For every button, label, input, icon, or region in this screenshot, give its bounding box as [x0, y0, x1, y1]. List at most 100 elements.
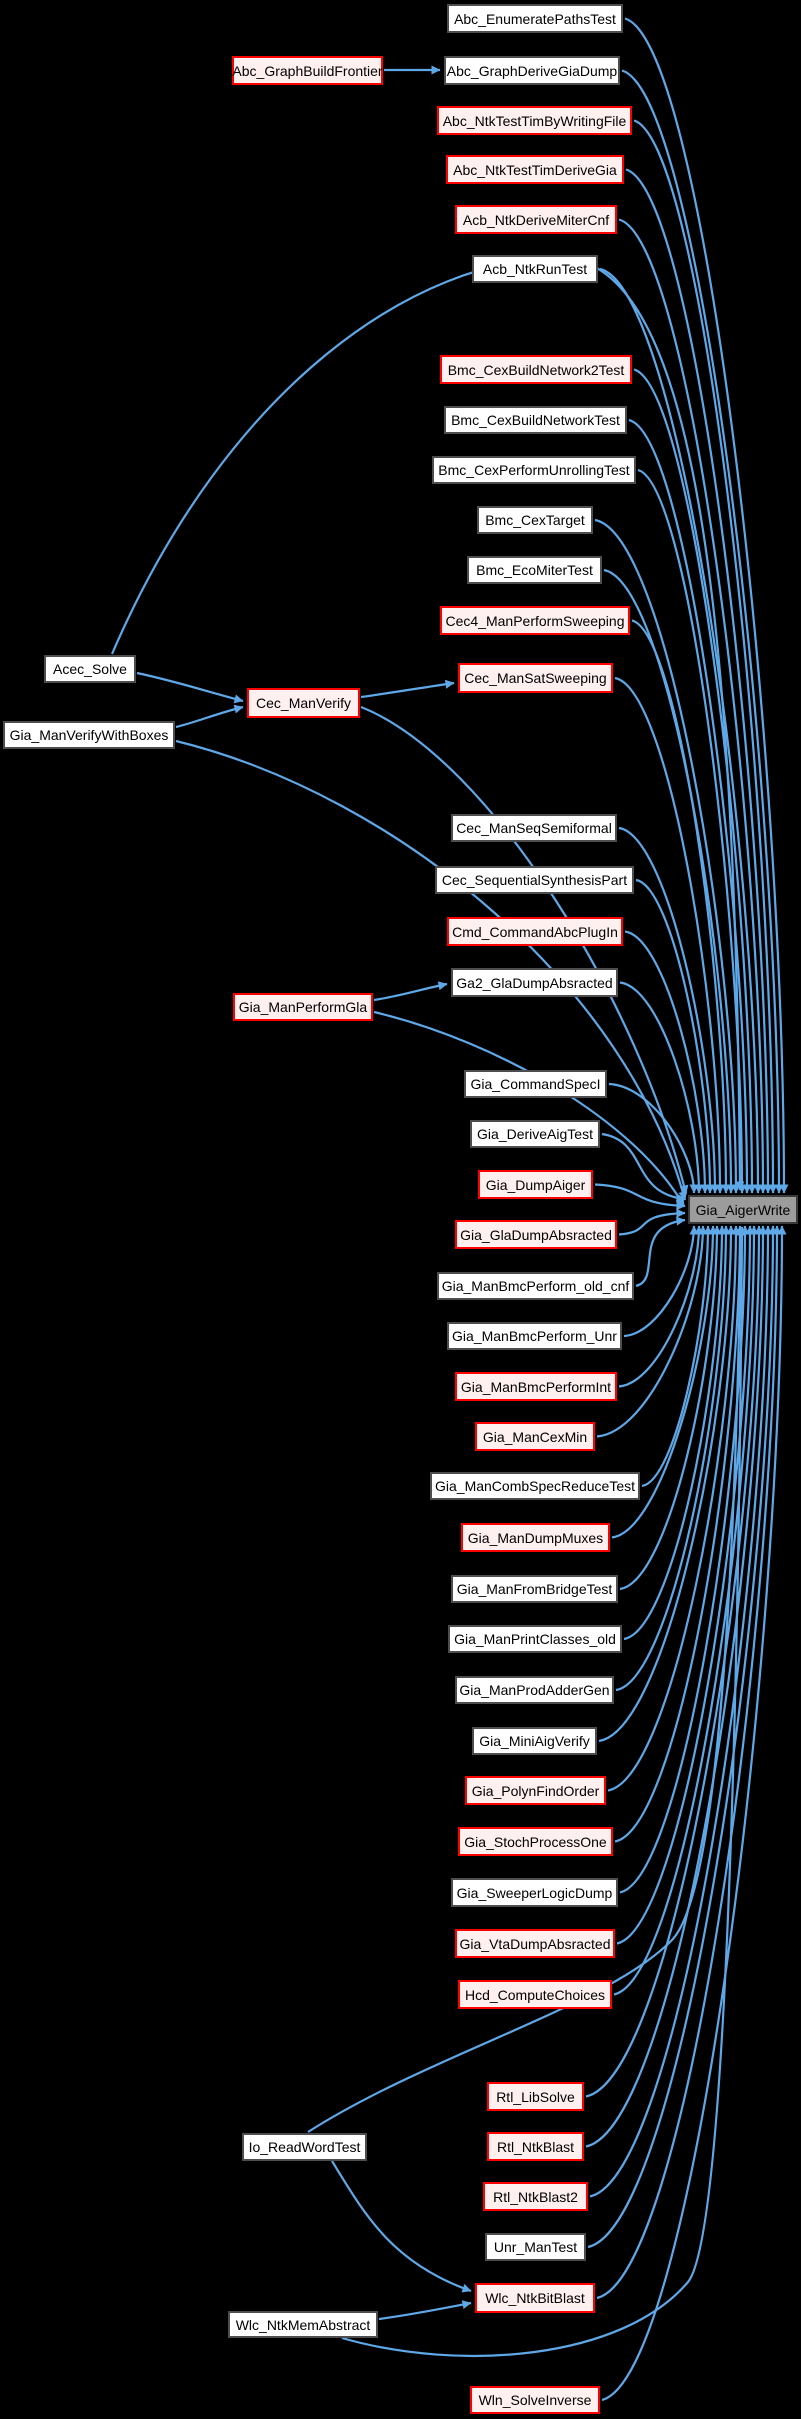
- call-edge-Abc_NtkTestTimByWritingFile-to-Gia_AigerWrite: [633, 119, 778, 1194]
- caller-node-Gia_ManCexMin[interactable]: Gia_ManCexMin: [475, 1422, 595, 1451]
- caller-node-Gia_ManPerformGla[interactable]: Gia_ManPerformGla: [233, 993, 373, 1021]
- call-edge-Io_ReadWordTest-to-Wlc_NtkBitBlast: [331, 2160, 472, 2293]
- caller-node-Gia_GlaDumpAbsracted[interactable]: Gia_GlaDumpAbsracted: [455, 1220, 617, 1249]
- call-edge-Gia_ManBmcPerform_Unr-to-Gia_AigerWrite: [623, 1225, 699, 1338]
- call-edge-Gia_PolynFindOrder-to-Gia_AigerWrite: [607, 1225, 741, 1792]
- caller-node-Gia_DumpAiger[interactable]: Gia_DumpAiger: [478, 1170, 593, 1199]
- caller-node-Acb_NtkDeriveMiterCnf[interactable]: Acb_NtkDeriveMiterCnf: [455, 205, 617, 234]
- caller-node-Wln_SolveInverse[interactable]: Wln_SolveInverse: [470, 2386, 600, 2414]
- caller-node-Cec4_ManPerformSweeping[interactable]: Cec4_ManPerformSweeping: [440, 606, 630, 635]
- caller-node-Bmc_CexBuildNetwork2Test[interactable]: Bmc_CexBuildNetwork2Test: [440, 355, 632, 384]
- caller-node-Acec_Solve[interactable]: Acec_Solve: [44, 655, 136, 683]
- call-edge-Gia_ManVerifyWithBoxes-to-Gia_AigerWrite: [175, 739, 688, 1201]
- call-edge-Cmd_CommandAbcPlugIn-to-Gia_AigerWrite: [624, 930, 710, 1194]
- call-edge-Ga2_GlaDumpAbsracted-to-Gia_AigerWrite: [619, 981, 704, 1194]
- caller-node-Cmd_CommandAbcPlugIn[interactable]: Cmd_CommandAbcPlugIn: [447, 917, 623, 946]
- caller-node-Rtl_LibSolve[interactable]: Rtl_LibSolve: [487, 2082, 584, 2111]
- call-edge-Cec_ManSeqSemiformal-to-Gia_AigerWrite: [618, 826, 720, 1194]
- caller-node-Gia_ManVerifyWithBoxes[interactable]: Gia_ManVerifyWithBoxes: [3, 721, 175, 749]
- call-edge-Acec_Solve-to-Cec_ManVerify: [136, 671, 244, 704]
- caller-node-Wlc_NtkMemAbstract[interactable]: Wlc_NtkMemAbstract: [228, 2311, 378, 2338]
- call-edge-Gia_DeriveAigTest-to-Gia_AigerWrite: [601, 1132, 686, 1203]
- caller-node-Bmc_EcoMiterTest[interactable]: Bmc_EcoMiterTest: [467, 556, 602, 584]
- call-edge-Gia_CommandSpecI-to-Gia_AigerWrite: [608, 1082, 699, 1194]
- call-edge-Gia_ManBmcPerform_old_cnf-to-Gia_AigerWrite: [635, 1216, 686, 1288]
- call-edge-Wlc_NtkMemAbstract-to-Wlc_NtkBitBlast: [378, 2300, 472, 2321]
- caller-node-Gia_ManProdAdderGen[interactable]: Gia_ManProdAdderGen: [455, 1676, 614, 1704]
- caller-node-Abc_NtkTestTimByWritingFile[interactable]: Abc_NtkTestTimByWritingFile: [437, 106, 632, 135]
- caller-node-Bmc_CexBuildNetworkTest[interactable]: Bmc_CexBuildNetworkTest: [444, 406, 627, 434]
- call-edge-Wlc_NtkMemAbstract-to-Gia_AigerWrite: [341, 1226, 747, 2358]
- call-edge-Gia_ManPrintClasses_old-to-Gia_AigerWrite: [623, 1225, 727, 1641]
- caller-node-Abc_GraphDeriveGiaDump[interactable]: Abc_GraphDeriveGiaDump: [444, 56, 620, 85]
- call-edge-Abc_NtkTestTimDeriveGia-to-Gia_AigerWrite: [625, 168, 773, 1194]
- call-edge-Abc_GraphDeriveGiaDump-to-Gia_AigerWrite: [621, 69, 784, 1194]
- call-edge-Gia_ManBmcPerformInt-to-Gia_AigerWrite: [618, 1225, 704, 1388]
- call-edge-Cec_ManVerify-to-Gia_AigerWrite: [360, 705, 689, 1195]
- caller-node-Gia_ManPrintClasses_old[interactable]: Gia_ManPrintClasses_old: [448, 1625, 622, 1653]
- caller-node-Cec_ManSeqSemiformal[interactable]: Cec_ManSeqSemiformal: [451, 814, 617, 842]
- caller-node-Abc_EnumeratePathsTest[interactable]: Abc_EnumeratePathsTest: [447, 4, 623, 33]
- caller-node-Gia_VtaDumpAbsracted[interactable]: Gia_VtaDumpAbsracted: [455, 1929, 615, 1958]
- call-edge-Gia_ManPerformGla-to-Ga2_GlaDumpAbsracted: [373, 981, 448, 1002]
- call-edge-Cec_ManVerify-to-Cec_ManSatSweeping: [360, 679, 455, 699]
- call-edge-Cec_ManSatSweeping-to-Gia_AigerWrite: [614, 676, 725, 1194]
- call-edge-Gia_DumpAiger-to-Gia_AigerWrite: [594, 1183, 686, 1211]
- caller-node-Gia_MiniAigVerify[interactable]: Gia_MiniAigVerify: [472, 1727, 597, 1755]
- target-node-Gia_AigerWrite[interactable]: Gia_AigerWrite: [688, 1195, 798, 1224]
- call-edge-Gia_GlaDumpAbsracted-to-Gia_AigerWrite: [618, 1208, 686, 1236]
- caller-node-Abc_NtkTestTimDeriveGia[interactable]: Abc_NtkTestTimDeriveGia: [446, 155, 624, 184]
- caller-node-Gia_CommandSpecI[interactable]: Gia_CommandSpecI: [464, 1070, 607, 1098]
- caller-node-Cec_ManVerify[interactable]: Cec_ManVerify: [247, 688, 360, 718]
- caller-node-Acb_NtkRunTest[interactable]: Acb_NtkRunTest: [472, 255, 598, 283]
- call-edge-Wlc_NtkBitBlast-to-Gia_AigerWrite: [596, 1225, 782, 2300]
- call-edge-Rtl_NtkBlast-to-Gia_AigerWrite: [585, 1225, 768, 2148]
- call-edge-Io_ReadWordTest-to-Gia_AigerWrite: [307, 1226, 746, 2133]
- call-edge-Bmc_CexBuildNetwork2Test-to-Gia_AigerWrite: [633, 368, 757, 1194]
- caller-node-Gia_ManCombSpecReduceTest[interactable]: Gia_ManCombSpecReduceTest: [430, 1472, 640, 1500]
- call-edge-Gia_StochProcessOne-to-Gia_AigerWrite: [614, 1225, 745, 1843]
- call-edge-Cec4_ManPerformSweeping-to-Gia_AigerWrite: [631, 619, 731, 1194]
- call-edge-Gia_MiniAigVerify-to-Gia_AigerWrite: [598, 1225, 736, 1743]
- call-edge-Rtl_NtkBlast2-to-Gia_AigerWrite: [589, 1225, 773, 2198]
- call-edge-Bmc_CexTarget-to-Gia_AigerWrite: [594, 518, 741, 1194]
- call-edge-Acb_NtkDeriveMiterCnf-to-Gia_AigerWrite: [618, 218, 768, 1194]
- call-edge-Rtl_LibSolve-to-Gia_AigerWrite: [585, 1225, 764, 2098]
- caller-node-Cec_SequentialSynthesisPart[interactable]: Cec_SequentialSynthesisPart: [435, 866, 634, 894]
- call-edge-Gia_ManCexMin-to-Gia_AigerWrite: [596, 1225, 708, 1438]
- call-edge-Gia_VtaDumpAbsracted-to-Gia_AigerWrite: [616, 1225, 755, 1945]
- call-edge-Abc_EnumeratePathsTest-to-Gia_AigerWrite: [624, 17, 789, 1194]
- caller-node-Gia_ManBmcPerform_old_cnf[interactable]: Gia_ManBmcPerform_old_cnf: [437, 1272, 634, 1300]
- caller-node-Gia_SweeperLogicDump[interactable]: Gia_SweeperLogicDump: [451, 1878, 618, 1907]
- caller-node-Gia_DeriveAigTest[interactable]: Gia_DeriveAigTest: [470, 1120, 600, 1148]
- call-edge-Gia_ManFromBridgeTest-to-Gia_AigerWrite: [619, 1225, 722, 1591]
- call-edge-Bmc_CexBuildNetworkTest-to-Gia_AigerWrite: [628, 418, 752, 1194]
- call-edge-Gia_ManVerifyWithBoxes-to-Cec_ManVerify: [175, 704, 244, 729]
- caller-node-Bmc_CexPerformUnrollingTest[interactable]: Bmc_CexPerformUnrollingTest: [432, 456, 636, 484]
- caller-node-Rtl_NtkBlast[interactable]: Rtl_NtkBlast: [487, 2132, 584, 2161]
- caller-node-Bmc_CexTarget[interactable]: Bmc_CexTarget: [477, 506, 593, 534]
- caller-node-Wlc_NtkBitBlast[interactable]: Wlc_NtkBitBlast: [475, 2283, 595, 2313]
- call-edge-Hcd_ComputeChoices-to-Gia_AigerWrite: [613, 1225, 759, 1996]
- call-edge-Cec_SequentialSynthesisPart-to-Gia_AigerWrite: [635, 878, 715, 1194]
- call-edge-Gia_ManDumpMuxes-to-Gia_AigerWrite: [611, 1225, 718, 1539]
- call-edge-Gia_ManProdAdderGen-to-Gia_AigerWrite: [615, 1225, 731, 1692]
- call-edge-Gia_ManCombSpecReduceTest-to-Gia_AigerWrite: [641, 1225, 713, 1488]
- call-edge-Unr_ManTest-to-Gia_AigerWrite: [587, 1225, 778, 2249]
- call-edge-Acec_Solve-to-Gia_AigerWrite: [110, 256, 745, 1191]
- caller-node-Cec_ManSatSweeping[interactable]: Cec_ManSatSweeping: [458, 663, 613, 693]
- caller-node-Gia_ManBmcPerform_Unr[interactable]: Gia_ManBmcPerform_Unr: [447, 1322, 622, 1350]
- caller-node-Ga2_GlaDumpAbsracted[interactable]: Ga2_GlaDumpAbsracted: [451, 968, 618, 997]
- caller-node-Unr_ManTest[interactable]: Unr_ManTest: [485, 2233, 586, 2261]
- caller-node-Gia_ManDumpMuxes[interactable]: Gia_ManDumpMuxes: [461, 1523, 610, 1552]
- caller-node-Gia_ManFromBridgeTest[interactable]: Gia_ManFromBridgeTest: [451, 1575, 618, 1603]
- caller-node-Gia_ManBmcPerformInt[interactable]: Gia_ManBmcPerformInt: [455, 1372, 617, 1401]
- caller-node-Gia_StochProcessOne[interactable]: Gia_StochProcessOne: [458, 1827, 613, 1856]
- caller-node-Io_ReadWordTest[interactable]: Io_ReadWordTest: [242, 2133, 367, 2161]
- caller-node-Abc_GraphBuildFrontier[interactable]: Abc_GraphBuildFrontier: [232, 56, 383, 85]
- caller-node-Gia_PolynFindOrder[interactable]: Gia_PolynFindOrder: [465, 1776, 606, 1805]
- caller-node-Rtl_NtkBlast2[interactable]: Rtl_NtkBlast2: [483, 2182, 588, 2211]
- caller-node-Hcd_ComputeChoices[interactable]: Hcd_ComputeChoices: [458, 1980, 612, 2009]
